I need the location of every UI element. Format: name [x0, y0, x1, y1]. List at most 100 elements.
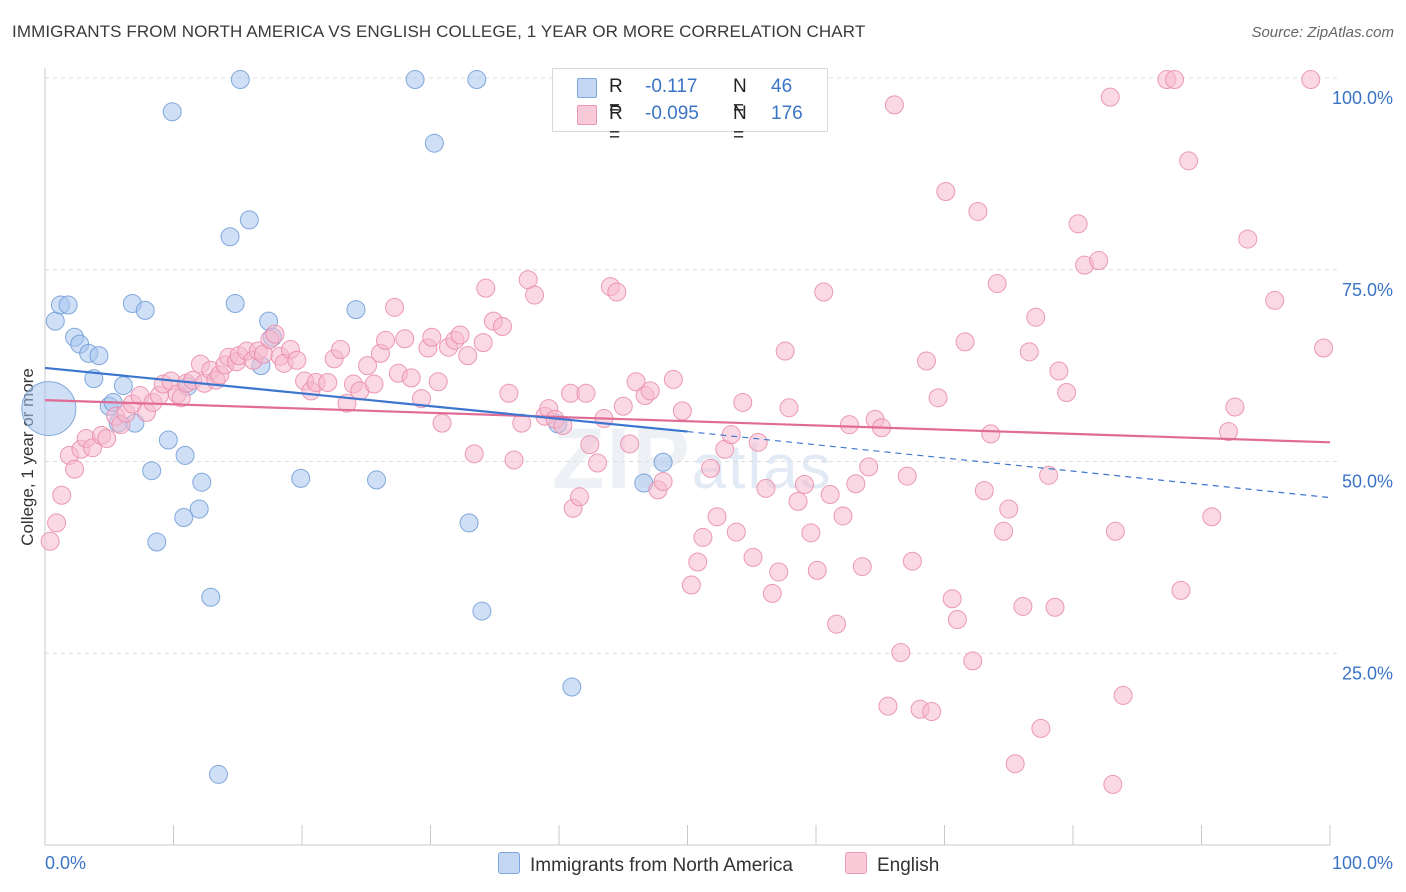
chart-title: IMMIGRANTS FROM NORTH AMERICA VS ENGLISH… — [12, 22, 866, 41]
immigrants-point — [405, 70, 425, 90]
english-point — [936, 182, 956, 202]
immigrants-point — [472, 601, 492, 621]
english-point — [721, 425, 741, 445]
english-point — [1049, 361, 1069, 381]
english-point — [432, 413, 452, 433]
english-point — [748, 432, 768, 452]
immigrants-point — [201, 587, 221, 607]
immigrants-point — [220, 227, 240, 247]
immigrants-point — [653, 452, 673, 472]
english-point — [955, 332, 975, 352]
legend-label: Immigrants from North America — [530, 855, 793, 876]
english-point — [1218, 422, 1238, 442]
english-point — [928, 388, 948, 408]
english-point — [942, 589, 962, 609]
english-point — [620, 434, 640, 454]
english-point — [525, 285, 545, 305]
immigrants-point — [239, 210, 259, 230]
immigrants-point — [208, 764, 228, 784]
english-point — [47, 513, 67, 533]
english-point — [701, 458, 721, 478]
english-point — [827, 614, 847, 634]
english-point — [1314, 338, 1334, 358]
legend-label: English — [877, 855, 940, 876]
english-point — [580, 435, 600, 455]
english-point — [859, 457, 879, 477]
immigrants-point — [162, 102, 182, 122]
pink-swatch — [577, 105, 597, 125]
english-point — [1179, 151, 1199, 171]
immigrants-point — [467, 70, 487, 90]
english-point — [891, 642, 911, 662]
english-point — [852, 557, 872, 577]
immigrants-point — [192, 472, 212, 492]
english-point — [576, 383, 596, 403]
n-label: N = — [733, 76, 747, 119]
immigrants-point — [21, 381, 77, 437]
english-point — [884, 95, 904, 115]
english-point — [1005, 754, 1025, 774]
n-value: 176 — [771, 103, 803, 124]
english-point — [775, 341, 795, 361]
english-point — [97, 428, 117, 448]
english-point — [287, 350, 307, 370]
english-point — [458, 346, 478, 366]
immigrants-point — [113, 376, 133, 396]
stats-legend: R = -0.117 N = 46 R = -0.095 N = 176 — [552, 68, 828, 146]
english-point — [331, 340, 351, 360]
legend-item-english[interactable]: English — [845, 852, 939, 877]
immigrants-point — [175, 445, 195, 465]
immigrants-trend-line — [44, 366, 688, 433]
r-value: -0.095 — [645, 103, 699, 124]
immigrants-point — [58, 295, 78, 315]
immigrants-point — [230, 70, 250, 90]
english-point — [588, 453, 608, 473]
english-point — [788, 491, 808, 511]
english-point — [974, 481, 994, 501]
english-point — [1100, 87, 1120, 107]
english-point — [476, 278, 496, 298]
english-point — [464, 444, 484, 464]
english-point — [726, 522, 746, 542]
english-point — [1225, 397, 1245, 417]
english-point — [450, 325, 470, 345]
legend-item-immigrants[interactable]: Immigrants from North America — [498, 852, 793, 877]
immigrants-point — [459, 513, 479, 533]
english-point — [265, 324, 285, 344]
english-point — [839, 415, 859, 435]
english-point — [801, 523, 821, 543]
english-point — [492, 317, 512, 337]
english-point — [1019, 342, 1039, 362]
english-point — [1068, 214, 1088, 234]
english-point — [364, 374, 384, 394]
y-tick-label: 100.0% — [1332, 88, 1393, 108]
immigrants-point — [142, 461, 162, 481]
english-point — [385, 297, 405, 317]
english-point — [833, 506, 853, 526]
english-point — [681, 575, 701, 595]
english-point — [1265, 290, 1285, 310]
english-point — [794, 475, 814, 495]
r-value: -0.117 — [645, 76, 698, 97]
y-tick-label: 50.0% — [1342, 472, 1393, 492]
english-point — [762, 583, 782, 603]
english-point — [1165, 70, 1185, 90]
blue-swatch — [577, 78, 597, 98]
x-tick-label: 0.0% — [45, 853, 86, 873]
english-point — [1238, 229, 1258, 249]
english-point — [693, 527, 713, 547]
immigrants-point — [225, 293, 245, 313]
english-point — [428, 372, 448, 392]
n-label: N = — [733, 103, 747, 146]
immigrants-point — [158, 430, 178, 450]
english-point — [707, 507, 727, 527]
english-point — [1113, 685, 1133, 705]
r-label: R = — [609, 103, 623, 146]
immigrants-point — [135, 300, 155, 320]
english-point — [1202, 507, 1222, 527]
immigrants-point — [562, 677, 582, 697]
english-point — [570, 487, 590, 507]
english-point — [473, 333, 493, 353]
english-point — [807, 560, 827, 580]
